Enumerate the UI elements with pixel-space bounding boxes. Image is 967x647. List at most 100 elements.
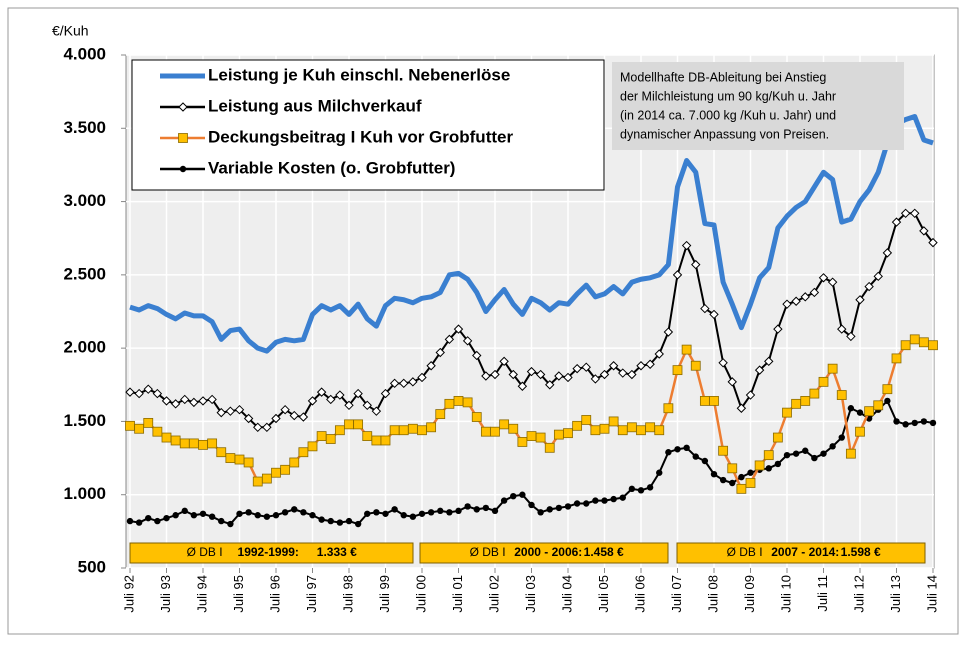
note-text: der Milchleistung um 90 kg/Kuh u. Jahr (620, 89, 836, 103)
data-marker (472, 350, 482, 361)
note-text: (in 2014 ca. 7.000 kg /Kuh u. Jahr) und (620, 108, 836, 122)
data-marker (911, 419, 918, 427)
db-box-period: 2007 - 2014: (771, 545, 839, 559)
data-marker (836, 390, 847, 400)
data-marker (654, 425, 665, 436)
data-marker (882, 248, 893, 258)
x-tick-label: Juli 00 (413, 575, 428, 613)
data-marker (929, 419, 937, 427)
data-marker (800, 396, 811, 406)
data-marker (190, 512, 198, 519)
data-marker (245, 509, 252, 516)
data-marker (745, 478, 756, 488)
data-marker (491, 507, 499, 515)
data-marker (718, 445, 729, 456)
x-tick-label: Juli 97 (304, 575, 319, 613)
data-marker (309, 512, 316, 519)
data-marker (792, 450, 800, 457)
data-marker (345, 517, 353, 525)
data-marker (462, 397, 473, 408)
data-marker (736, 403, 747, 413)
y-tick-label: 3.000 (63, 191, 106, 210)
data-marker (336, 519, 344, 526)
data-marker (316, 387, 327, 397)
data-marker (161, 432, 172, 443)
data-marker (572, 363, 582, 374)
data-marker (427, 509, 435, 516)
data-marker (389, 425, 400, 436)
data-marker (170, 399, 181, 409)
data-marker (599, 423, 610, 434)
data-marker (526, 366, 537, 377)
data-marker (672, 270, 683, 280)
data-marker (610, 495, 617, 503)
data-marker (262, 422, 272, 432)
data-marker (408, 377, 418, 387)
data-marker (747, 469, 754, 476)
data-marker (910, 208, 920, 219)
data-marker (564, 503, 572, 510)
data-marker (188, 438, 199, 449)
data-marker (253, 422, 263, 432)
data-marker (371, 406, 382, 416)
x-tick-label: Juli 12 (851, 575, 866, 613)
data-marker (681, 344, 692, 355)
data-marker (674, 446, 681, 453)
data-marker (344, 419, 354, 430)
db-box-label: Ø DB I (470, 545, 506, 559)
data-marker (517, 437, 528, 447)
legend-box (131, 59, 605, 191)
data-marker (271, 413, 281, 424)
legend-marker (178, 133, 188, 143)
series-markers (125, 208, 938, 432)
db-box (419, 542, 669, 564)
data-marker (800, 292, 810, 302)
data-marker (180, 394, 190, 405)
data-marker (407, 423, 418, 434)
data-marker (546, 506, 553, 513)
data-marker (318, 516, 325, 523)
y-tick-label: 2.500 (63, 264, 106, 283)
data-marker (845, 448, 856, 459)
data-marker (902, 421, 909, 428)
data-marker (125, 420, 135, 431)
data-marker (179, 438, 190, 449)
db-box-label: Ø DB I (727, 545, 763, 559)
data-marker (161, 396, 172, 406)
data-marker (763, 450, 774, 461)
data-marker (663, 327, 674, 337)
data-marker (572, 420, 583, 431)
data-marker (389, 378, 400, 389)
data-marker (665, 449, 672, 456)
data-marker (435, 347, 445, 358)
data-marker (325, 434, 336, 444)
data-marker (517, 381, 528, 391)
data-marker (646, 484, 654, 491)
data-marker (699, 396, 710, 406)
data-marker (453, 396, 464, 406)
data-marker (782, 299, 792, 309)
data-marker (544, 442, 555, 453)
data-marker (626, 422, 637, 433)
data-marker (818, 376, 829, 387)
data-marker (617, 425, 628, 436)
data-marker (827, 277, 838, 287)
data-marker (444, 334, 455, 345)
data-marker (453, 324, 464, 334)
data-marker (316, 431, 327, 441)
data-marker (764, 356, 774, 367)
data-marker (280, 464, 291, 475)
data-marker (280, 404, 290, 415)
data-marker (490, 369, 500, 380)
data-marker (738, 473, 745, 481)
data-marker (820, 450, 827, 457)
data-marker (289, 457, 300, 468)
data-marker (172, 512, 179, 519)
data-marker (409, 513, 417, 520)
data-marker (791, 398, 802, 409)
data-marker (718, 358, 728, 368)
data-marker (537, 509, 544, 516)
data-marker (418, 510, 426, 517)
data-marker (464, 503, 471, 510)
